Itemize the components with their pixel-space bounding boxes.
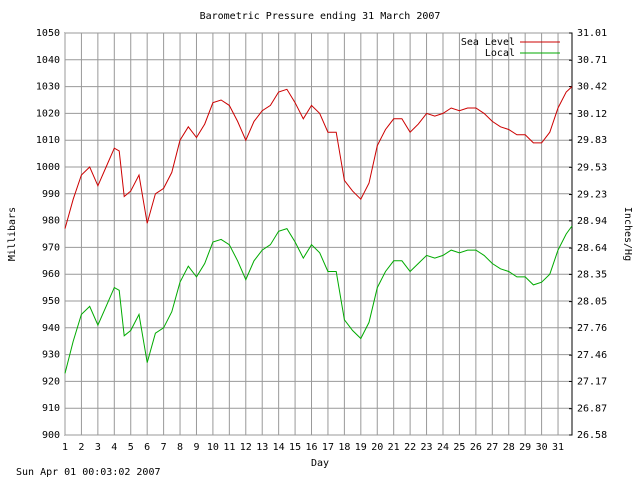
x-tick-label: 29 xyxy=(519,442,531,453)
x-tick-label: 20 xyxy=(371,442,383,453)
y2-axis-label: Inches/Hg xyxy=(622,207,633,261)
y2-tick-label: 29.23 xyxy=(577,190,607,201)
x-tick-label: 12 xyxy=(240,442,252,453)
y2-tick-label: 28.94 xyxy=(577,216,607,227)
footer: Sun Apr 01 00:03:02 2007 xyxy=(16,467,161,478)
x-tick-label: 19 xyxy=(355,442,367,453)
y-tick-label: 980 xyxy=(42,216,60,227)
x-tick-label: 9 xyxy=(193,442,199,453)
plot-frame xyxy=(64,32,573,436)
x-tick-label: 17 xyxy=(322,442,334,453)
y-tick-label: 1010 xyxy=(36,135,60,146)
y-tick-label: 1000 xyxy=(36,162,60,173)
y-tick-label: 930 xyxy=(42,350,60,361)
y2-tick-label: 28.64 xyxy=(577,243,607,254)
x-tick-label: 4 xyxy=(111,442,117,453)
y-tick-label: 960 xyxy=(42,269,60,280)
x-tick-label: 23 xyxy=(421,442,433,453)
x-tick-label: 1 xyxy=(62,442,68,453)
x-tick-label: 14 xyxy=(273,442,285,453)
x-tick-label: 13 xyxy=(256,442,268,453)
x-tick-label: 2 xyxy=(78,442,84,453)
x-tick-label: 16 xyxy=(305,442,317,453)
y-tick-label: 900 xyxy=(42,430,60,441)
y2-tick-label: 27.76 xyxy=(577,323,607,334)
y-tick-label: 1030 xyxy=(36,82,60,93)
x-tick-label: 15 xyxy=(289,442,301,453)
x-tick-label: 22 xyxy=(404,442,416,453)
x-tick-label: 10 xyxy=(207,442,219,453)
x-tick-label: 31 xyxy=(552,442,564,453)
series-line xyxy=(64,225,573,374)
x-tick-label: 27 xyxy=(486,442,498,453)
y-tick-label: 970 xyxy=(42,242,60,253)
y2-tick-label: 30.71 xyxy=(577,55,607,66)
x-tick-label: 30 xyxy=(536,442,548,453)
y-tick-label: 950 xyxy=(42,296,60,307)
x-tick-label: 25 xyxy=(453,442,465,453)
y-tick-label: 1040 xyxy=(36,55,60,66)
x-tick-label: 7 xyxy=(161,442,167,453)
x-tick-label: 21 xyxy=(388,442,400,453)
y2-tick-label: 26.58 xyxy=(577,430,607,441)
x-tick-label: 11 xyxy=(223,442,235,453)
y2-tick-label: 27.17 xyxy=(577,376,607,387)
x-tick-label: 5 xyxy=(128,442,134,453)
y2-tick-label: 30.42 xyxy=(577,82,607,93)
x-tick-label: 24 xyxy=(437,442,449,453)
x-tick-label: 26 xyxy=(470,442,482,453)
y-tick-label: 920 xyxy=(42,376,60,387)
y2-tick-label: 28.05 xyxy=(577,297,607,308)
y-tick-label: 940 xyxy=(42,323,60,334)
y2-tick-label: 27.46 xyxy=(577,350,607,361)
y2-tick-label: 28.35 xyxy=(577,269,607,280)
x-tick-label: 28 xyxy=(503,442,515,453)
x-tick-label: 3 xyxy=(95,442,101,453)
legend-label: Sea Level xyxy=(461,37,515,48)
y2-tick-label: 30.12 xyxy=(577,109,607,120)
series-line xyxy=(64,86,573,229)
y2-tick-label: 29.53 xyxy=(577,162,607,173)
x-tick-label: 6 xyxy=(144,442,150,453)
y2-tick-label: 31.01 xyxy=(577,28,607,39)
chart-title: Barometric Pressure ending 31 March 2007 xyxy=(200,11,441,22)
y-tick-label: 1050 xyxy=(36,28,60,39)
legend-label: Local xyxy=(485,48,515,59)
x-tick-label: 8 xyxy=(177,442,183,453)
y-tick-label: 910 xyxy=(42,403,60,414)
y-tick-label: 990 xyxy=(42,189,60,200)
y2-tick-label: 29.83 xyxy=(577,135,607,146)
y-tick-label: 1020 xyxy=(36,108,60,119)
y2-tick-label: 26.87 xyxy=(577,404,607,415)
x-tick-label: 18 xyxy=(338,442,350,453)
y-axis-label: Millibars xyxy=(7,207,18,261)
x-axis-label: Day xyxy=(311,458,329,469)
